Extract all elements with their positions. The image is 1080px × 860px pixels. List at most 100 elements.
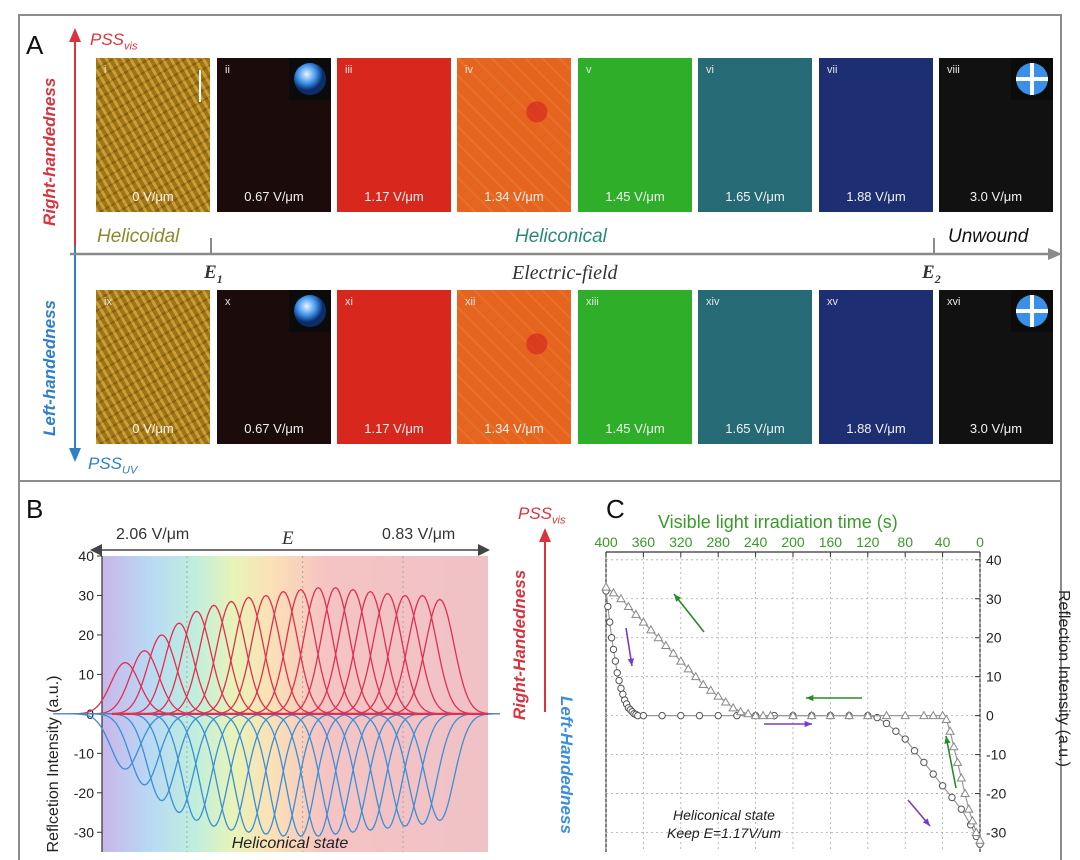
tile-field-value: 1.45 V/μm bbox=[605, 189, 665, 204]
conoscope-icon bbox=[289, 58, 331, 100]
state-unwound: Unwound bbox=[948, 226, 1029, 247]
electric-field-label: Electric-field bbox=[512, 262, 618, 284]
top-tick-label-c: 120 bbox=[856, 534, 880, 550]
y-tick-label-b: 40 bbox=[78, 548, 94, 564]
triangle-data-point bbox=[945, 726, 955, 735]
circle-data-point bbox=[639, 711, 648, 720]
triangle-data-point bbox=[675, 656, 686, 665]
note-line-2: Keep E=1.17V/um bbox=[667, 825, 781, 841]
circle-data-point bbox=[929, 770, 937, 778]
heliconical-state-label-b: Heliconical state bbox=[232, 835, 349, 852]
tile-field-value: 1.88 V/μm bbox=[846, 189, 906, 204]
note-line-1: Heliconical state bbox=[673, 807, 775, 823]
triangle-data-point bbox=[705, 685, 716, 694]
top-tick-label-c: 200 bbox=[781, 534, 805, 550]
panel-a-letter: A bbox=[26, 30, 44, 60]
triangle-data-point bbox=[608, 587, 619, 597]
circle-data-point bbox=[920, 758, 928, 767]
top-tick-label-c: 40 bbox=[935, 534, 951, 550]
circle-data-point bbox=[882, 719, 891, 728]
triangle-data-point bbox=[948, 741, 959, 751]
micrograph-tile: xiv 1.65 V/μm bbox=[698, 290, 812, 444]
y-tick-label-c: 10 bbox=[986, 669, 1002, 685]
triangle-data-point bbox=[690, 671, 701, 681]
triangle-data-point bbox=[758, 710, 768, 720]
e-right-label: 0.83 V/μm bbox=[382, 526, 456, 543]
triangle-data-point bbox=[743, 708, 753, 718]
tile-label: xvi bbox=[947, 296, 961, 308]
micrograph-tile: i 0 V/μm bbox=[96, 58, 210, 212]
panel-b-letter: B bbox=[26, 494, 44, 524]
tile-label: vi bbox=[706, 64, 714, 76]
micrograph-tile: xvi 3.0 V/μm bbox=[939, 290, 1053, 444]
green-arrow bbox=[673, 593, 705, 633]
y-tick-label-c: -20 bbox=[986, 786, 1006, 802]
triangle-data-point bbox=[862, 710, 873, 720]
triangle-data-point bbox=[971, 827, 982, 837]
left-handedness-label-b: Left-Handedness bbox=[557, 696, 576, 834]
tile-label: xiii bbox=[586, 296, 599, 308]
micrograph-tile: v 1.45 V/μm bbox=[578, 58, 692, 212]
circle-data-point bbox=[606, 618, 614, 626]
triangle-data-point bbox=[919, 710, 929, 720]
micrograph-tile: xi 1.17 V/μm bbox=[337, 290, 451, 444]
tile-field-value: 1.17 V/μm bbox=[364, 421, 424, 436]
micrograph-tile: iii 1.17 V/μm bbox=[337, 58, 451, 212]
top-tick-label-c: 240 bbox=[744, 534, 768, 550]
e-left-label: 2.06 V/μm bbox=[116, 526, 190, 543]
panel-c-letter: C bbox=[606, 494, 625, 524]
micrograph-tile: vii 1.88 V/μm bbox=[819, 58, 933, 212]
conoscope-icon bbox=[1011, 58, 1053, 100]
tile-field-value: 0 V/μm bbox=[132, 421, 174, 436]
circle-data-point bbox=[615, 676, 623, 685]
micrograph-tile: x 0.67 V/μm bbox=[217, 290, 331, 444]
state-heliconical: Heliconical bbox=[515, 226, 607, 247]
triangle-data-point bbox=[967, 815, 978, 825]
tile-field-value: 1.34 V/μm bbox=[484, 189, 544, 204]
circle-data-point bbox=[948, 793, 956, 802]
circle-data-point bbox=[604, 602, 612, 611]
circle-data-point bbox=[901, 735, 909, 743]
pss-vis-label-top: PSSvis bbox=[90, 30, 138, 53]
pss-uv-label-bottom: PSSUV bbox=[88, 454, 138, 477]
tile-label: xiv bbox=[706, 296, 720, 308]
y-tick-label-b: 30 bbox=[78, 587, 94, 603]
triangle-data-point bbox=[937, 710, 948, 720]
tile-field-value: 1.34 V/μm bbox=[484, 421, 544, 436]
triangle-data-point bbox=[653, 632, 664, 642]
triangle-data-point bbox=[788, 710, 798, 720]
y-axis-label-b: Reflcetion Intensity (a.u.) bbox=[45, 676, 62, 852]
micrograph-tile: ii 0.67 V/μm bbox=[217, 58, 331, 212]
micrograph-tile: ix 0 V/μm bbox=[96, 290, 210, 444]
triangle-data-point bbox=[881, 710, 892, 720]
y-tick-label-c: -30 bbox=[986, 825, 1006, 841]
electric-field-axis bbox=[70, 238, 1062, 260]
y-tick-label-c: 30 bbox=[986, 591, 1002, 607]
triangle-data-point bbox=[956, 772, 967, 782]
tile-field-value: 1.45 V/μm bbox=[605, 421, 665, 436]
tile-field-value: 0.67 V/μm bbox=[244, 421, 304, 436]
micrograph-tile: xii 1.34 V/μm bbox=[457, 290, 571, 444]
right-handedness-label: Right-handedness bbox=[40, 77, 59, 226]
tile-label: xii bbox=[465, 296, 476, 308]
tile-label: ii bbox=[225, 64, 230, 76]
top-tick-label-c: 360 bbox=[632, 534, 656, 550]
tile-field-value: 1.65 V/μm bbox=[725, 421, 785, 436]
e-range-arrow bbox=[90, 544, 490, 556]
triangle-data-point bbox=[960, 788, 970, 798]
circle-data-point bbox=[957, 805, 965, 813]
y-tick-label-b: 20 bbox=[78, 627, 94, 643]
circle-data-point bbox=[613, 669, 621, 677]
micrograph-tile: viii 3.0 V/μm bbox=[939, 58, 1053, 212]
tile-field-value: 1.17 V/μm bbox=[364, 189, 424, 204]
circle-data-point bbox=[677, 711, 685, 720]
triangle-data-point bbox=[638, 617, 649, 626]
circle-data-point bbox=[714, 711, 722, 720]
triangle-data-point bbox=[623, 601, 634, 611]
triangle-data-point bbox=[844, 710, 854, 720]
y-tick-label-c: -10 bbox=[986, 747, 1006, 763]
triangle-data-point bbox=[952, 757, 963, 766]
tile-field-value: 0 V/μm bbox=[132, 189, 174, 204]
state-helicoidal: Helicoidal bbox=[97, 226, 180, 247]
tile-label: vii bbox=[827, 64, 838, 76]
